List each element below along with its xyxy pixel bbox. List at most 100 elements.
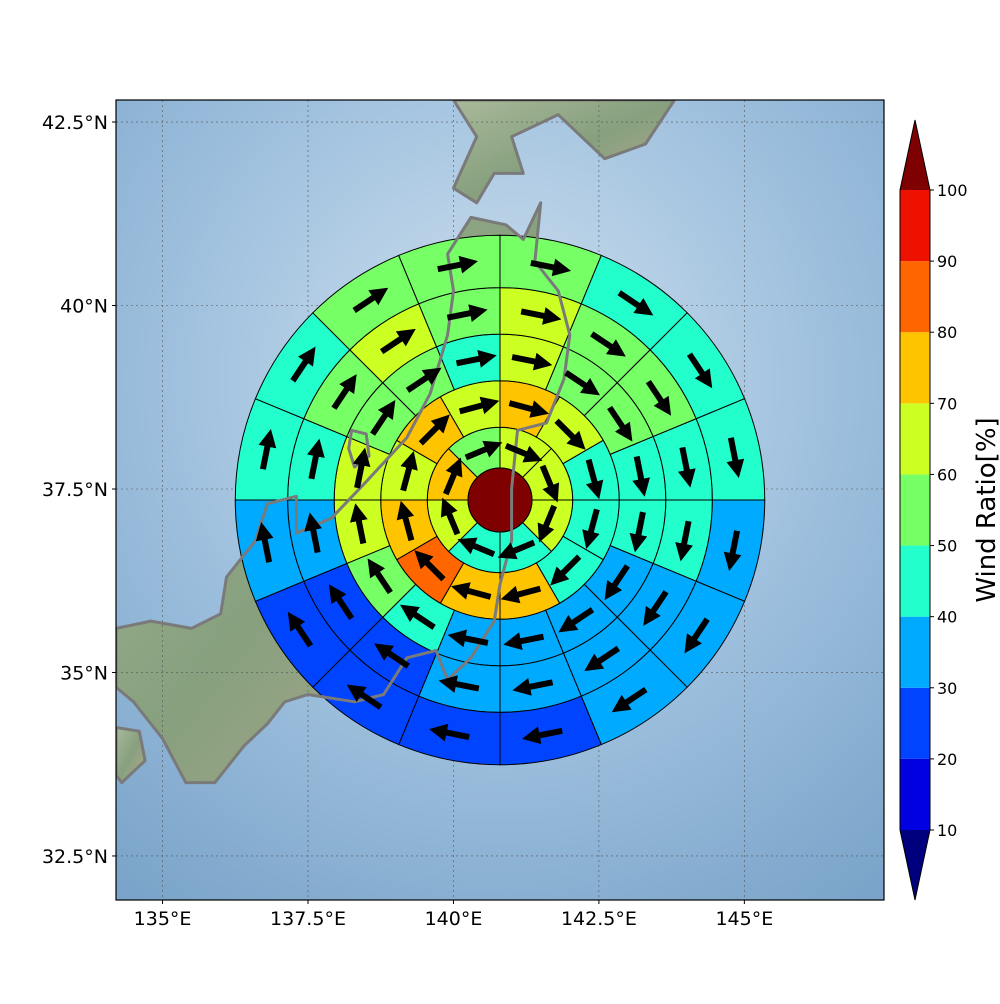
wind-arrow — [328, 584, 355, 621]
wind-arrow — [367, 558, 393, 595]
wind-arrow — [352, 287, 389, 314]
wind-arrow — [447, 629, 489, 648]
map-area — [116, 100, 884, 900]
lat-tick-label: 40°N — [60, 296, 108, 318]
wind-arrow — [629, 511, 648, 553]
lat-tick-label: 37.5°N — [42, 479, 108, 501]
wind-arrow — [675, 520, 693, 562]
wind-arrow — [290, 346, 316, 383]
land-honshu-coastline — [116, 201, 572, 785]
wind-arrow — [255, 522, 274, 563]
land-shikoku — [116, 727, 146, 783]
colorbar-segment — [900, 474, 930, 546]
wind-arrow — [418, 414, 450, 446]
wind-arrow — [500, 585, 542, 604]
colorbar-title: Wind Ratio[%] — [972, 417, 1000, 602]
wind-arrow — [304, 512, 323, 554]
wind-arrow — [370, 400, 396, 436]
longitude-ticks: 135°E 137.5°E 140°E 142.5°E 145°E — [134, 900, 773, 930]
colorbar-segment — [900, 545, 930, 617]
wind-arrow — [443, 457, 463, 496]
wind-arrow — [554, 418, 586, 450]
wind-arrow — [520, 307, 562, 325]
colorbar-tick-label: 30 — [937, 679, 957, 698]
wind-arrow — [508, 400, 549, 418]
latitude-ticks: 32.5°N 35°N 37.5°N 40°N 42.5°N — [42, 112, 116, 868]
wind-arrow — [346, 684, 383, 710]
colorbar: 10 20 30 40 50 60 70 80 90 100 Wind Ratio[%] — [899, 119, 1000, 901]
colorbar-segment — [900, 403, 930, 475]
wind-arrow — [464, 440, 503, 461]
wind-arrow — [511, 352, 553, 371]
wind-arrow — [539, 464, 560, 503]
wind-arrow — [684, 617, 710, 654]
wind-arrow — [645, 379, 672, 416]
coastline-layer — [116, 100, 676, 785]
colorbar-tick-label: 80 — [937, 323, 957, 342]
colorbar-segment — [900, 616, 930, 688]
wind-arrow — [457, 537, 496, 557]
lon-tick-label: 140°E — [425, 908, 483, 930]
wind-arrow — [585, 458, 604, 500]
wind-arrow — [590, 331, 626, 357]
wind-arrow — [686, 352, 713, 389]
wind-arrow — [604, 564, 630, 600]
colorbar-tick-label: 90 — [937, 252, 957, 271]
wind-arrow — [497, 539, 536, 560]
wind-arrow — [632, 455, 650, 497]
wind-arrow — [437, 255, 478, 274]
wind-arrow — [438, 675, 480, 693]
wind-arrow — [522, 726, 563, 745]
lon-tick-label: 145°E — [715, 908, 773, 930]
lon-tick-label: 137.5°E — [270, 908, 346, 930]
wind-arrow — [428, 723, 470, 742]
wind-arrow — [537, 504, 557, 543]
wind-arrow — [607, 405, 633, 442]
colorbar-segment — [900, 332, 930, 404]
colorbar-tick-label: 60 — [937, 465, 957, 484]
wind-arrow — [558, 607, 595, 633]
colorbar-tick-label: 50 — [937, 537, 957, 556]
wind-arrow — [400, 451, 418, 492]
wind-arrow — [352, 447, 371, 489]
wind-arrow — [379, 328, 416, 355]
wind-arrow — [440, 497, 461, 536]
wind-arrow — [677, 446, 696, 488]
wind-arrow — [617, 290, 654, 316]
wind-arrow — [458, 396, 500, 415]
wind-arrow — [530, 258, 572, 277]
colorbar-tick-label: 70 — [937, 394, 957, 413]
colorbar-over-triangle — [900, 120, 930, 190]
wind-arrow — [611, 686, 648, 713]
wind-rose — [234, 234, 766, 766]
wind-arrow — [512, 677, 554, 696]
colorbar-under-triangle — [900, 830, 930, 900]
wind-arrow — [446, 304, 488, 323]
colorbar-tick-label: 20 — [937, 750, 957, 769]
colorbar-tick-label: 10 — [937, 821, 957, 840]
wind-arrow — [584, 645, 621, 672]
wind-arrow — [451, 582, 492, 600]
colorbar-segment — [900, 261, 930, 333]
lon-tick-label: 135°E — [134, 908, 192, 930]
lat-tick-label: 42.5°N — [42, 112, 108, 134]
center-disk — [467, 467, 533, 533]
wind-arrow — [504, 443, 543, 463]
wind-arrow — [564, 370, 600, 396]
wind-arrow — [550, 554, 582, 586]
wind-arrow — [258, 428, 277, 470]
wind-arrow — [287, 611, 314, 648]
wind-arrow — [582, 508, 600, 549]
colorbar-tick-label: 40 — [937, 608, 957, 627]
colorbar-segment — [900, 687, 930, 759]
colorbar-segment — [900, 190, 930, 262]
wind-arrows — [255, 255, 745, 745]
wind-arrow — [405, 367, 442, 393]
land-hokkaido-coastline — [452, 100, 676, 205]
wind-arrow — [455, 350, 497, 368]
wind-arrow — [643, 590, 669, 626]
wind-arrow — [726, 437, 745, 478]
wind-arrow — [374, 643, 410, 669]
wind-arrow — [350, 503, 368, 545]
